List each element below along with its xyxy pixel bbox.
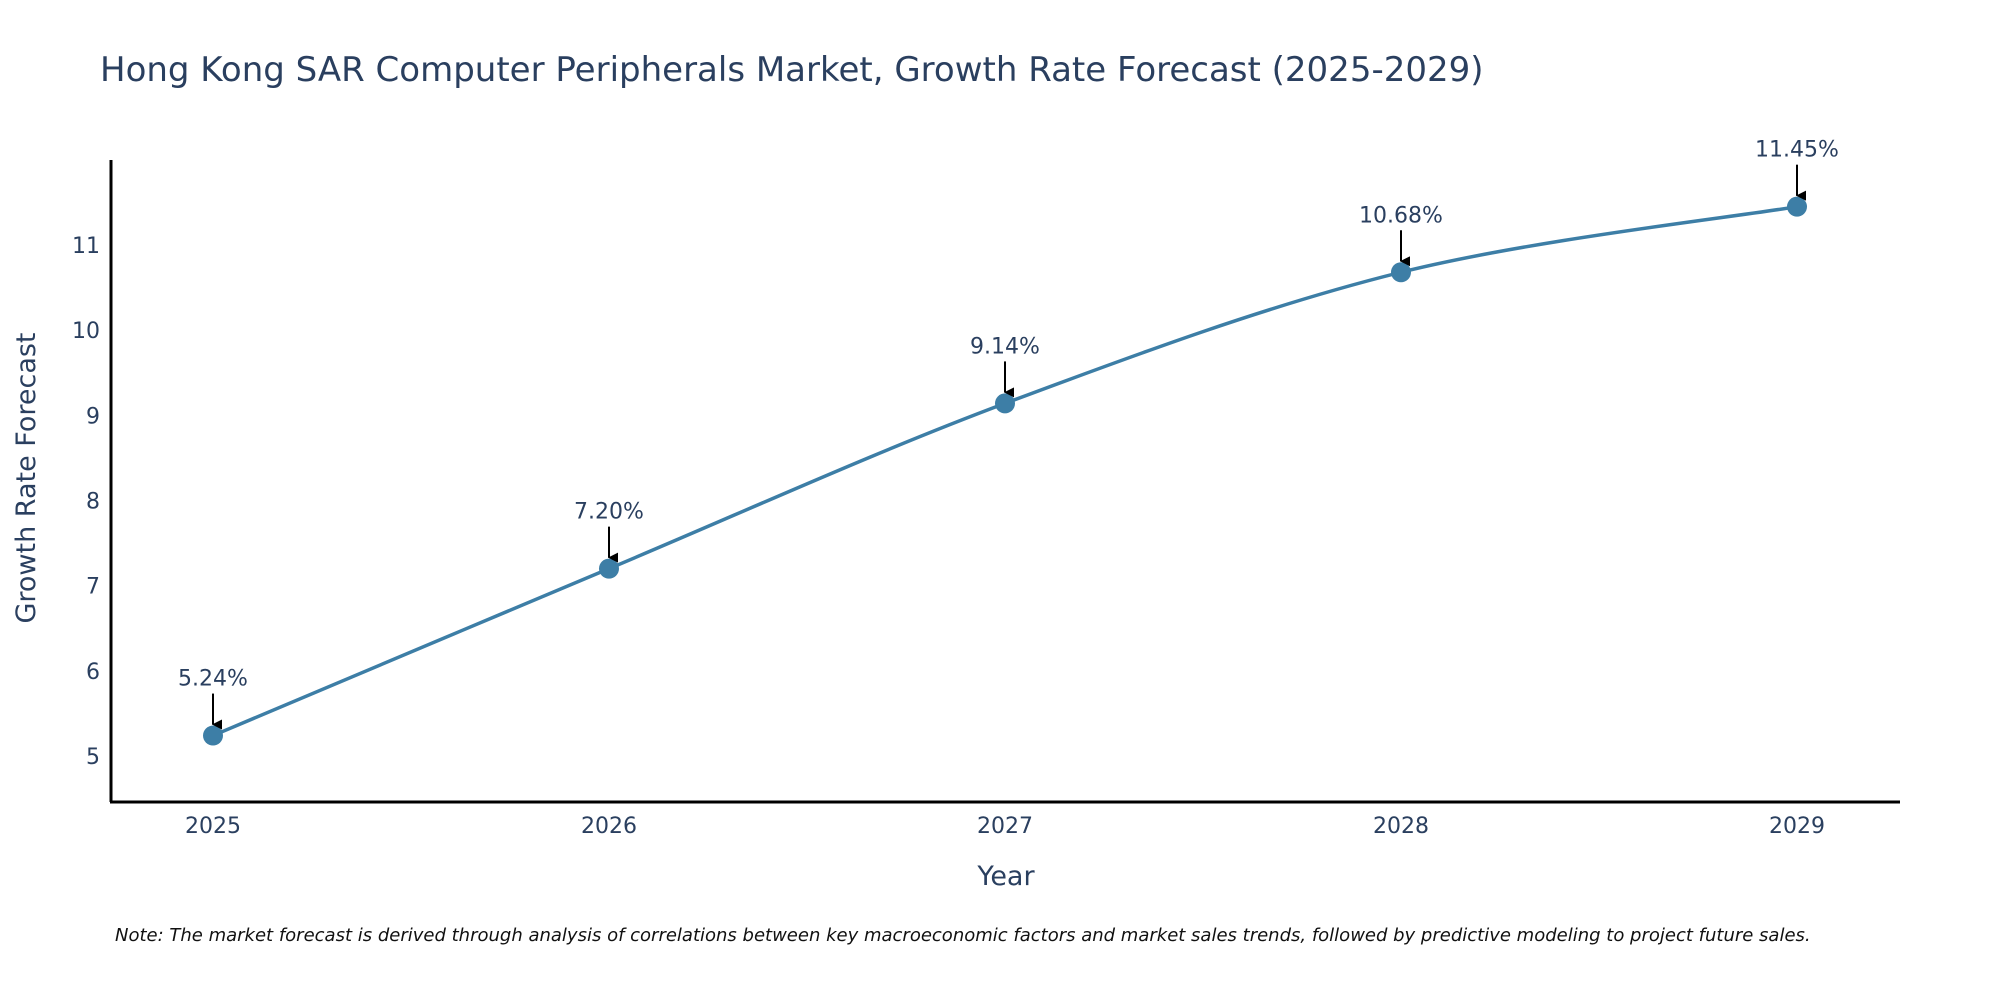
- y-tick-label: 6: [86, 660, 100, 685]
- chart-title: Hong Kong SAR Computer Peripherals Marke…: [100, 50, 1484, 90]
- data-point: [1391, 262, 1411, 283]
- x-tick-label: 2028: [1373, 814, 1429, 839]
- y-tick-label: 5: [86, 745, 100, 770]
- data-label: 9.14%: [970, 334, 1040, 359]
- footnote: Note: The market forecast is derived thr…: [115, 925, 1811, 946]
- data-label: 7.20%: [574, 500, 644, 525]
- data-point: [995, 393, 1015, 414]
- x-tick-label: 2025: [185, 814, 241, 839]
- data-point-markers: [203, 196, 1807, 746]
- y-tick-label: 11: [72, 234, 100, 259]
- y-axis-title: Growth Rate Forecast: [11, 332, 42, 623]
- y-tick-label: 9: [86, 404, 100, 429]
- data-label: 11.45%: [1755, 138, 1839, 163]
- data-point: [1787, 196, 1807, 217]
- y-tick-label: 10: [72, 319, 100, 344]
- data-label: 10.68%: [1359, 203, 1443, 228]
- x-tick-label: 2027: [977, 814, 1033, 839]
- axes: [109, 160, 1900, 804]
- data-label-annotations: 5.24% 7.20% 9.14% 10.68% 11.45%: [178, 138, 1839, 730]
- x-tick-label: 2026: [581, 814, 637, 839]
- series-line: [212, 204, 1798, 738]
- data-point: [599, 558, 619, 579]
- x-tick-label: 2029: [1769, 814, 1825, 839]
- x-axis-title: Year: [976, 861, 1035, 892]
- data-label: 5.24%: [178, 667, 248, 692]
- x-tick-labels: 2025 2026 2027 2028 2029: [185, 814, 1825, 839]
- y-tick-label: 8: [86, 490, 100, 515]
- y-tick-label: 7: [86, 575, 100, 600]
- data-point: [203, 725, 223, 746]
- y-tick-labels: 5 6 7 8 9 10 11: [72, 234, 100, 770]
